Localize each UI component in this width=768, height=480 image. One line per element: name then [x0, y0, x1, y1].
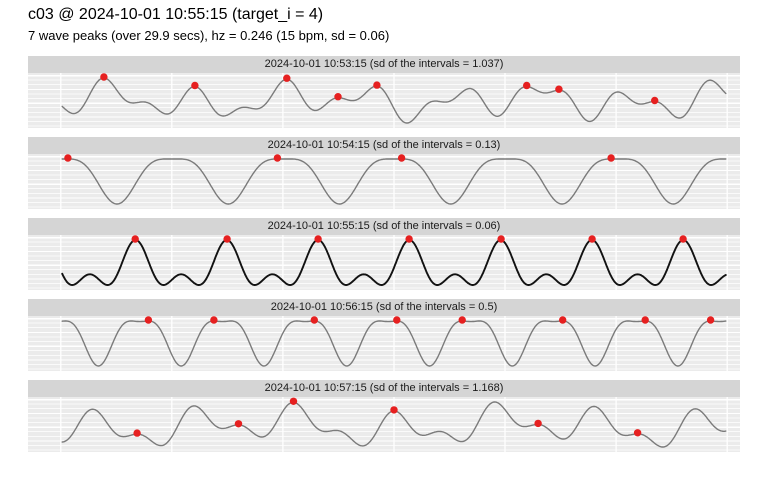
peak-dot — [133, 429, 141, 437]
facet-panel — [28, 235, 740, 290]
facet-row: 2024-10-01 10:54:15 (sd of the intervals… — [28, 137, 740, 209]
facet-strip-label: 2024-10-01 10:53:15 (sd of the intervals… — [264, 58, 504, 70]
peak-dot — [223, 235, 231, 243]
peak-dot — [234, 420, 243, 428]
peak-dot — [641, 316, 649, 324]
facet-strip: 2024-10-01 10:57:15 (sd of the intervals… — [28, 380, 740, 397]
facet-row: 2024-10-01 10:57:15 (sd of the intervals… — [28, 380, 740, 452]
facet-row: 2024-10-01 10:56:15 (sd of the intervals… — [28, 299, 740, 371]
facet-list: 2024-10-01 10:53:15 (sd of the intervals… — [28, 56, 740, 461]
peak-dot — [283, 74, 291, 82]
facet-row: 2024-10-01 10:55:15 (sd of the intervals… — [28, 218, 740, 290]
peak-dot — [210, 316, 218, 324]
chart-subtitle: 7 wave peaks (over 29.9 secs), hz = 0.24… — [28, 28, 390, 43]
peak-dot — [559, 316, 567, 324]
wave-plot — [60, 235, 728, 290]
facet-strip-label: 2024-10-01 10:56:15 (sd of the intervals… — [270, 301, 498, 313]
facet-panel — [28, 397, 740, 452]
peak-dot — [706, 316, 715, 324]
peak-dot — [679, 235, 687, 243]
facet-panel — [28, 73, 740, 128]
peak-dot — [633, 429, 642, 437]
peak-dot — [289, 397, 298, 405]
peak-dot — [588, 235, 596, 243]
peak-dot — [497, 235, 505, 243]
facet-strip: 2024-10-01 10:56:15 (sd of the intervals… — [28, 299, 740, 316]
wave-plot — [60, 154, 728, 209]
peak-dot — [310, 316, 318, 324]
peak-dot — [191, 81, 199, 90]
peak-dot — [64, 154, 72, 162]
peak-dot — [555, 85, 563, 93]
peak-dot — [397, 154, 406, 162]
facet-row: 2024-10-01 10:53:15 (sd of the intervals… — [28, 56, 740, 128]
peak-dot — [607, 154, 615, 162]
peak-dot — [131, 235, 139, 243]
peak-dot — [390, 406, 398, 414]
peak-dot — [651, 96, 659, 105]
wave-line — [61, 239, 727, 286]
facet-strip-label: 2024-10-01 10:55:15 (sd of the intervals… — [267, 220, 501, 232]
peak-dot — [334, 93, 342, 101]
facet-strip: 2024-10-01 10:55:15 (sd of the intervals… — [28, 218, 740, 235]
peak-dot — [523, 81, 531, 90]
wave-plot — [60, 397, 728, 452]
peak-dot — [458, 316, 466, 324]
facet-strip-label: 2024-10-01 10:57:15 (sd of the intervals… — [264, 382, 504, 394]
wave-line — [61, 158, 727, 205]
peak-dot — [273, 154, 282, 162]
facet-strip-label: 2024-10-01 10:54:15 (sd of the intervals… — [267, 139, 501, 151]
peak-dot — [314, 235, 322, 243]
peak-dot — [405, 235, 413, 243]
peak-dot — [100, 73, 108, 81]
facet-panel — [28, 154, 740, 209]
peak-dot — [144, 316, 153, 324]
wave-plot — [60, 73, 728, 128]
peak-dot — [373, 81, 381, 89]
facet-panel — [28, 316, 740, 371]
wave-plot — [60, 316, 728, 371]
peak-dot — [393, 316, 401, 324]
peak-dot — [534, 419, 542, 428]
wave-line — [61, 77, 727, 124]
chart-title: c03 @ 2024-10-01 10:55:15 (target_i = 4) — [28, 6, 324, 23]
facet-strip: 2024-10-01 10:54:15 (sd of the intervals… — [28, 137, 740, 154]
facet-strip: 2024-10-01 10:53:15 (sd of the intervals… — [28, 56, 740, 73]
